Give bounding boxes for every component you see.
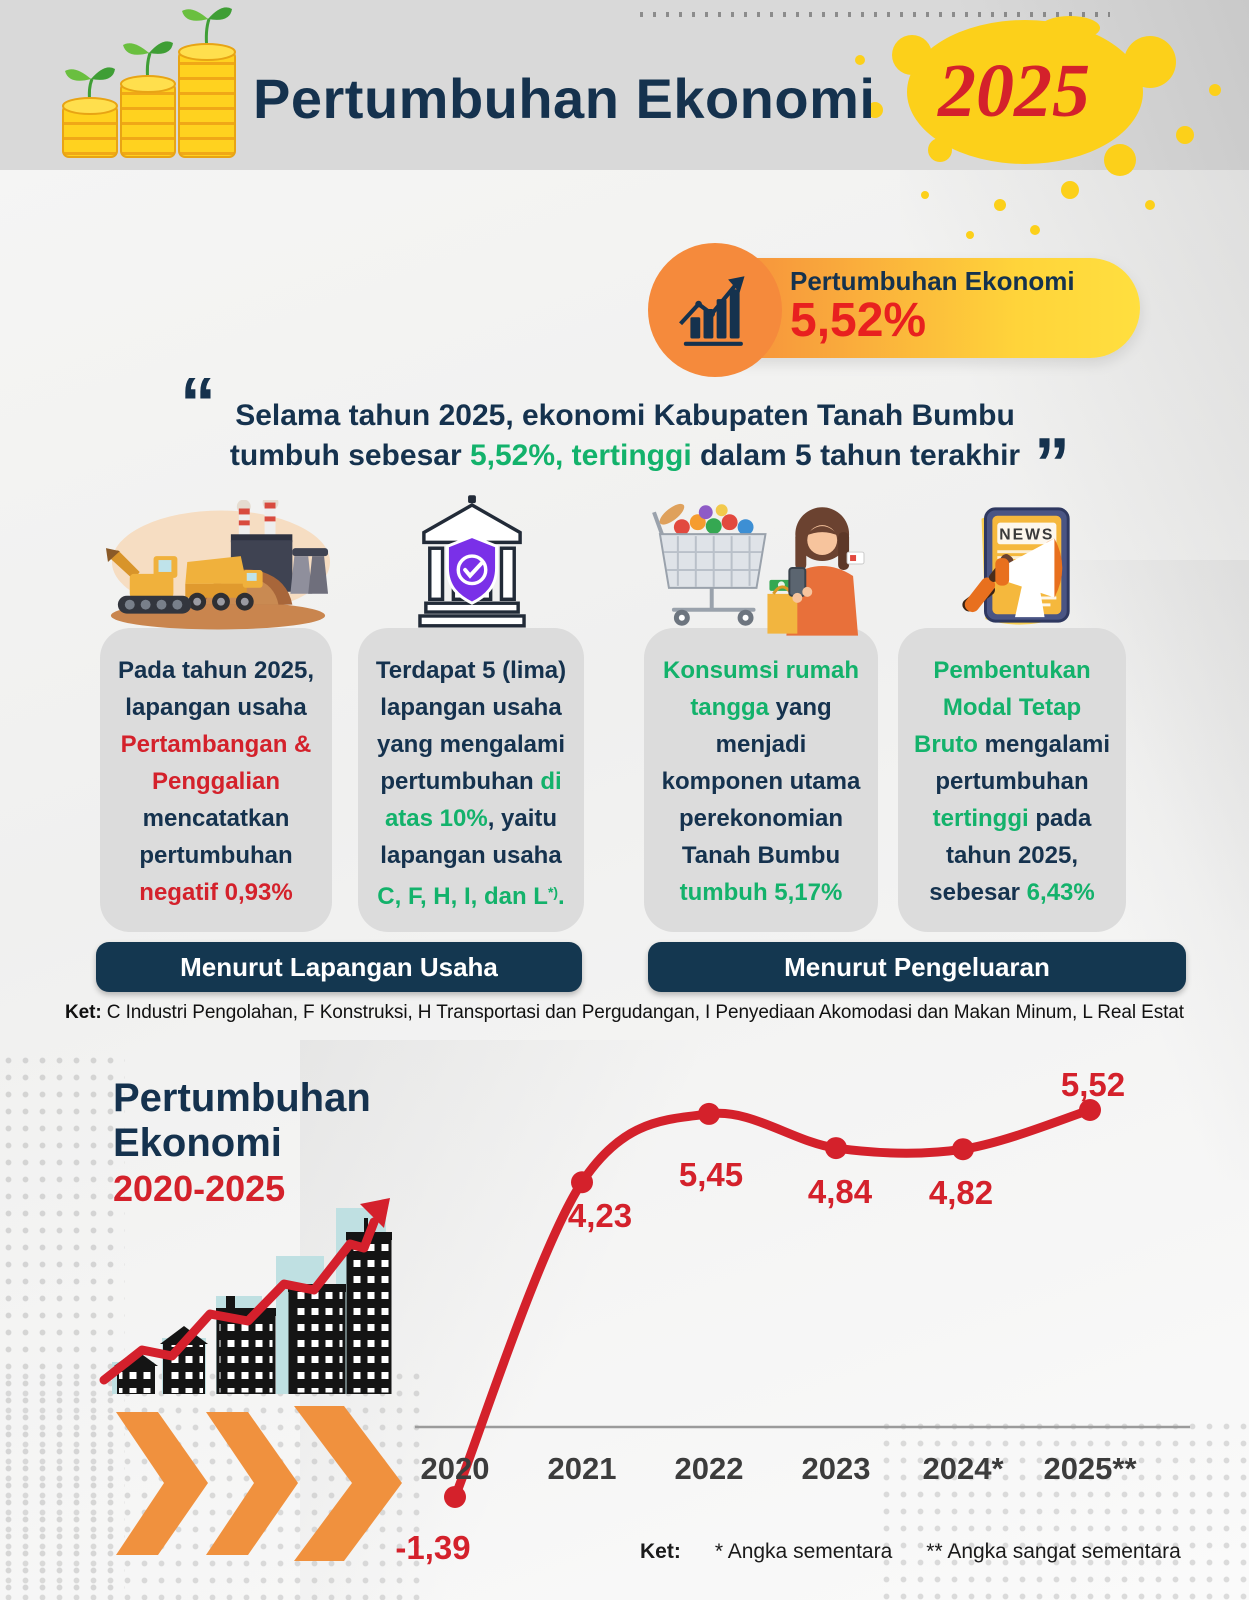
svg-text:2021: 2021: [548, 1451, 617, 1486]
svg-text:4,84: 4,84: [808, 1173, 873, 1210]
svg-text:2020: 2020: [421, 1451, 490, 1486]
chart-title-years: 2020-2025: [113, 1168, 286, 1209]
quote-line-2: tumbuh sebesar 5,52%, tertinggi dalam 5 …: [229, 438, 1021, 472]
card-gross-fixed-capital: Pembentukan Modal Tetap Bruto mengalami per…: [898, 628, 1126, 932]
svg-text:2025**: 2025**: [1043, 1451, 1137, 1486]
svg-text:2024*: 2024*: [922, 1451, 1004, 1486]
paint-splatter-icon: [855, 16, 1221, 239]
news-label: NEWS: [999, 526, 1054, 543]
bar-chart-trend-icon: [679, 276, 745, 346]
footnote-text: C Industri Pengolahan, F Konstruksi, H T…: [106, 1002, 1184, 1023]
footnote-label: Ket:: [65, 1002, 102, 1023]
bank-shield-icon: [418, 495, 526, 628]
headline-quote: Selama tahun 2025, ekonomi Kabupaten Tan…: [150, 396, 1100, 476]
svg-text:-1,39: -1,39: [395, 1529, 470, 1566]
chart-title-line-2: Ekonomi: [113, 1121, 282, 1165]
sector-codes-footnote: Ket: C Industri Pengolahan, F Konstruksi…: [0, 1002, 1249, 1024]
chart-title: Pertumbuhan Ekonomi 2020-2025: [113, 1076, 371, 1210]
svg-text:4,82: 4,82: [929, 1174, 993, 1211]
card-text: Pada tahun 2025, lapangan usaha Pertambang…: [117, 657, 315, 906]
card-text: Terdapat 5 (lima) lapangan usaha yang meng…: [375, 657, 567, 910]
growth-line-chart: 2020 2021 2022 2023 2024* 2025** -1,39 4,23 5,45…: [395, 1066, 1190, 1566]
dashed-line-decoration: [640, 12, 1110, 17]
card-text: Konsumsi rumah tangga yang menjadi komponen…: [661, 657, 861, 906]
close-quote-icon: ”: [1034, 424, 1070, 504]
city-growth-illustration: [99, 1198, 392, 1394]
card-household-consumption: Konsumsi rumah tangga yang menjadi komponen…: [644, 628, 878, 932]
card-five-sectors: Terdapat 5 (lima) lapangan usaha yang meng…: [358, 628, 584, 932]
household-consumption-illustration: [652, 503, 865, 636]
chart-note-item-1: * Angka sementara: [714, 1540, 893, 1563]
svg-text:5,45: 5,45: [679, 1156, 743, 1193]
page-title: Pertumbuhan Ekonomi: [253, 67, 876, 130]
banner-pengeluaran: Menurut Pengeluaran: [648, 942, 1186, 992]
growth-badge-label: Pertumbuhan Ekonomi: [790, 266, 1075, 296]
svg-text:2023: 2023: [802, 1451, 871, 1486]
coins-plant-icon: [62, 7, 236, 158]
chevron-arrows-icon: [116, 1406, 402, 1561]
quote-line-1: Selama tahun 2025, ekonomi Kabupaten Tan…: [235, 399, 1015, 432]
svg-text:4,23: 4,23: [568, 1197, 632, 1234]
chart-title-line-1: Pertumbuhan: [113, 1076, 371, 1120]
dot-pattern-left: [0, 1052, 125, 1600]
news-megaphone-icon: NEWS: [962, 507, 1070, 625]
open-quote-icon: “: [180, 364, 216, 444]
svg-text:5,52: 5,52: [1061, 1066, 1125, 1103]
chart-note-label: Ket:: [640, 1540, 681, 1563]
dot-pattern-bottom-right: [878, 1418, 1249, 1600]
growth-badge-value: 5,52%: [790, 294, 927, 347]
chart-note-item-2: ** Angka sangat sementara: [926, 1540, 1181, 1563]
page-title-year: 2025: [938, 49, 1090, 133]
banner-lapangan-usaha: Menurut Lapangan Usaha: [96, 942, 582, 992]
svg-text:2022: 2022: [675, 1451, 744, 1486]
chart-note: Ket: * Angka sementara ** Angka sangat s…: [640, 1540, 1181, 1564]
mining-illustration: [105, 500, 331, 630]
card-text: Pembentukan Modal Tetap Bruto mengalami per…: [913, 657, 1111, 906]
card-mining-growth: Pada tahun 2025, lapangan usaha Pertambang…: [100, 628, 332, 932]
